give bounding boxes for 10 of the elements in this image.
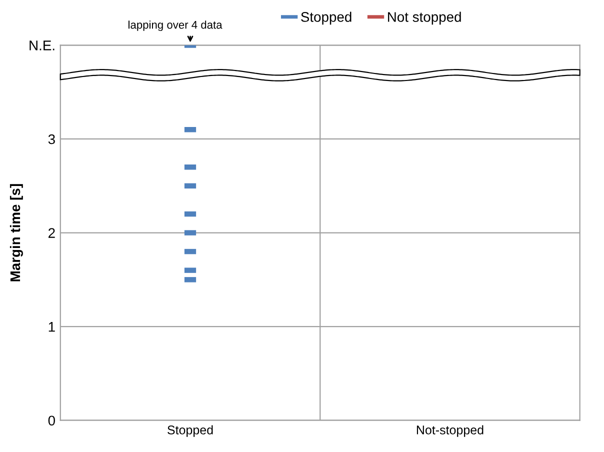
legend-label: Stopped <box>301 12 352 25</box>
x-tick-label: Not-stopped <box>416 425 484 437</box>
y-axis-title: Margin time [s] <box>10 184 23 282</box>
y-tick-label: 3 <box>48 134 55 144</box>
y-tick-label: 0 <box>48 416 55 426</box>
text: lapping over 4 data <box>128 20 222 31</box>
y-tick-label: N.E. <box>30 40 54 50</box>
legend-label: Not stopped <box>388 12 461 25</box>
y-tick-label: 2 <box>48 228 55 238</box>
y-tick-label: 1 <box>48 322 55 332</box>
